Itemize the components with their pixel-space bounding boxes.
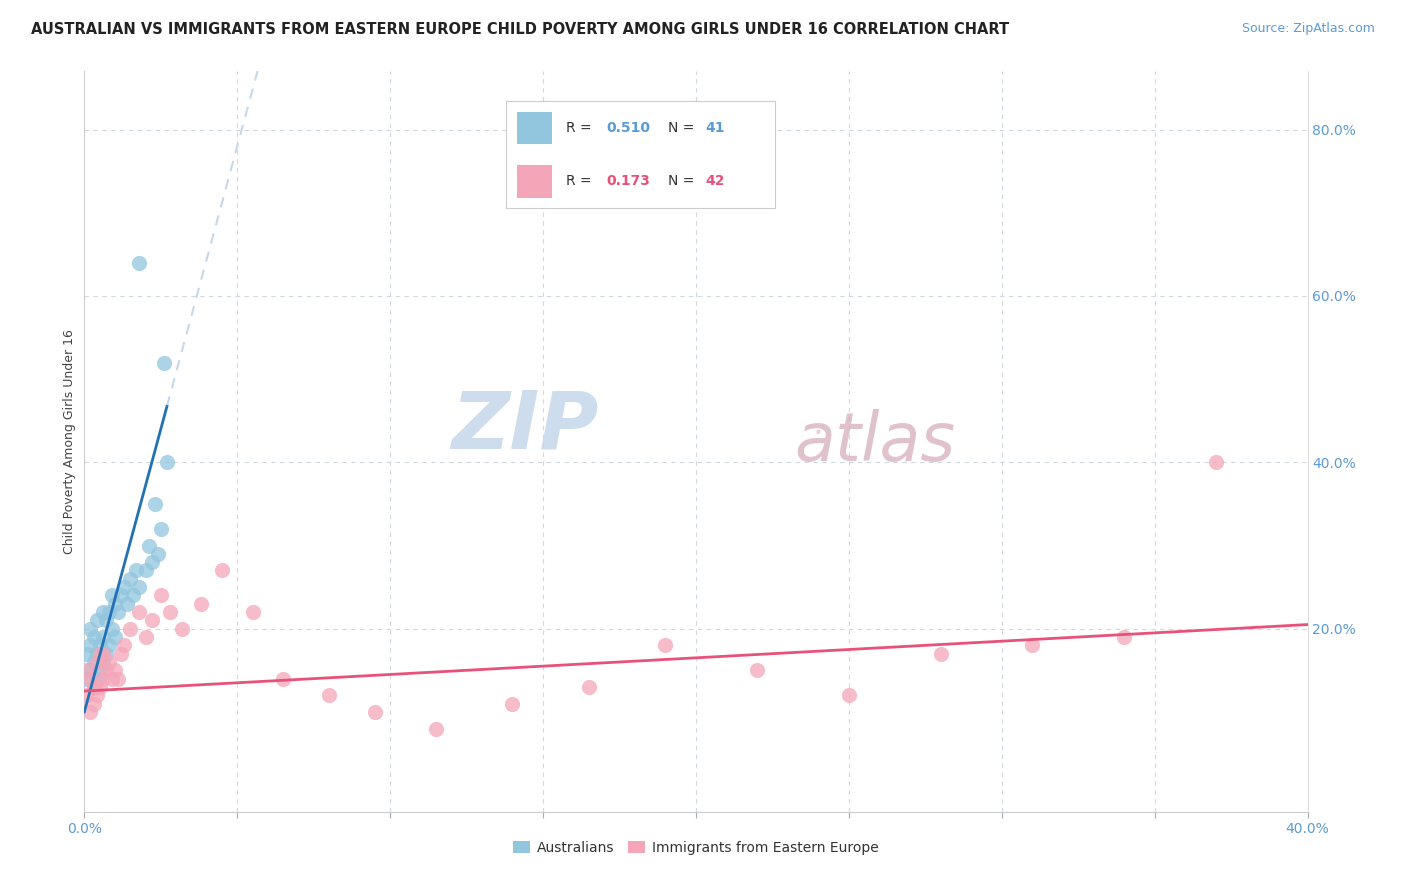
Point	[107, 605, 129, 619]
Point	[153, 355, 176, 369]
Point	[1114, 630, 1136, 644]
Text: ·: ·	[813, 417, 823, 450]
Point	[654, 638, 676, 652]
Point	[128, 580, 150, 594]
Point	[128, 255, 150, 269]
Point	[125, 564, 148, 578]
Text: atlas: atlas	[794, 409, 955, 475]
Text: Source: ZipAtlas.com: Source: ZipAtlas.com	[1241, 22, 1375, 36]
Point	[135, 564, 157, 578]
Point	[149, 589, 172, 603]
Point	[115, 597, 138, 611]
Point	[578, 680, 600, 694]
Point	[211, 564, 233, 578]
Point	[94, 614, 117, 628]
Point	[86, 688, 108, 702]
Point	[929, 647, 952, 661]
Point	[76, 688, 98, 702]
Point	[97, 638, 120, 652]
Point	[91, 605, 114, 619]
Point	[94, 647, 117, 661]
Point	[112, 580, 135, 594]
Point	[271, 672, 294, 686]
Point	[83, 680, 105, 694]
Point	[190, 597, 212, 611]
Point	[89, 663, 111, 677]
Point	[89, 638, 111, 652]
Point	[89, 647, 111, 661]
Point	[838, 688, 860, 702]
Point	[110, 647, 132, 661]
Point	[141, 555, 163, 569]
Legend: Australians, Immigrants from Eastern Europe: Australians, Immigrants from Eastern Eur…	[508, 835, 884, 860]
Point	[91, 672, 114, 686]
Point	[83, 697, 105, 711]
Point	[120, 572, 142, 586]
Point	[172, 622, 194, 636]
Text: AUSTRALIAN VS IMMIGRANTS FROM EASTERN EUROPE CHILD POVERTY AMONG GIRLS UNDER 16 : AUSTRALIAN VS IMMIGRANTS FROM EASTERN EU…	[31, 22, 1010, 37]
Point	[143, 497, 166, 511]
Point	[83, 655, 105, 669]
Point	[364, 705, 387, 719]
Point	[91, 655, 114, 669]
Point	[747, 663, 769, 677]
Point	[120, 622, 142, 636]
Point	[101, 589, 124, 603]
Point	[79, 672, 101, 686]
Point	[94, 663, 117, 677]
Point	[91, 630, 114, 644]
Point	[425, 722, 447, 736]
Point	[86, 655, 108, 669]
Point	[112, 638, 135, 652]
Point	[76, 663, 98, 677]
Point	[83, 630, 105, 644]
Point	[86, 647, 108, 661]
Point	[1205, 455, 1227, 469]
Point	[135, 630, 157, 644]
Point	[122, 589, 145, 603]
Point	[156, 455, 179, 469]
Point	[159, 605, 181, 619]
Point	[502, 697, 524, 711]
Point	[83, 680, 105, 694]
Point	[91, 647, 114, 661]
Point	[149, 522, 172, 536]
Point	[79, 663, 101, 677]
Point	[128, 605, 150, 619]
Point	[318, 688, 340, 702]
Point	[86, 614, 108, 628]
Point	[79, 638, 101, 652]
Point	[104, 597, 127, 611]
Y-axis label: Child Poverty Among Girls Under 16: Child Poverty Among Girls Under 16	[63, 329, 76, 554]
Point	[97, 605, 120, 619]
Point	[76, 672, 98, 686]
Point	[79, 705, 101, 719]
Point	[1021, 638, 1043, 652]
Point	[110, 589, 132, 603]
Point	[138, 539, 160, 553]
Point	[89, 680, 111, 694]
Point	[146, 547, 169, 561]
Point	[104, 630, 127, 644]
Point	[242, 605, 264, 619]
Point	[104, 663, 127, 677]
Point	[107, 672, 129, 686]
Point	[76, 647, 98, 661]
Point	[86, 672, 108, 686]
Point	[101, 622, 124, 636]
Text: ZIP: ZIP	[451, 388, 598, 466]
Point	[79, 622, 101, 636]
Point	[141, 614, 163, 628]
Point	[101, 672, 124, 686]
Point	[97, 655, 120, 669]
